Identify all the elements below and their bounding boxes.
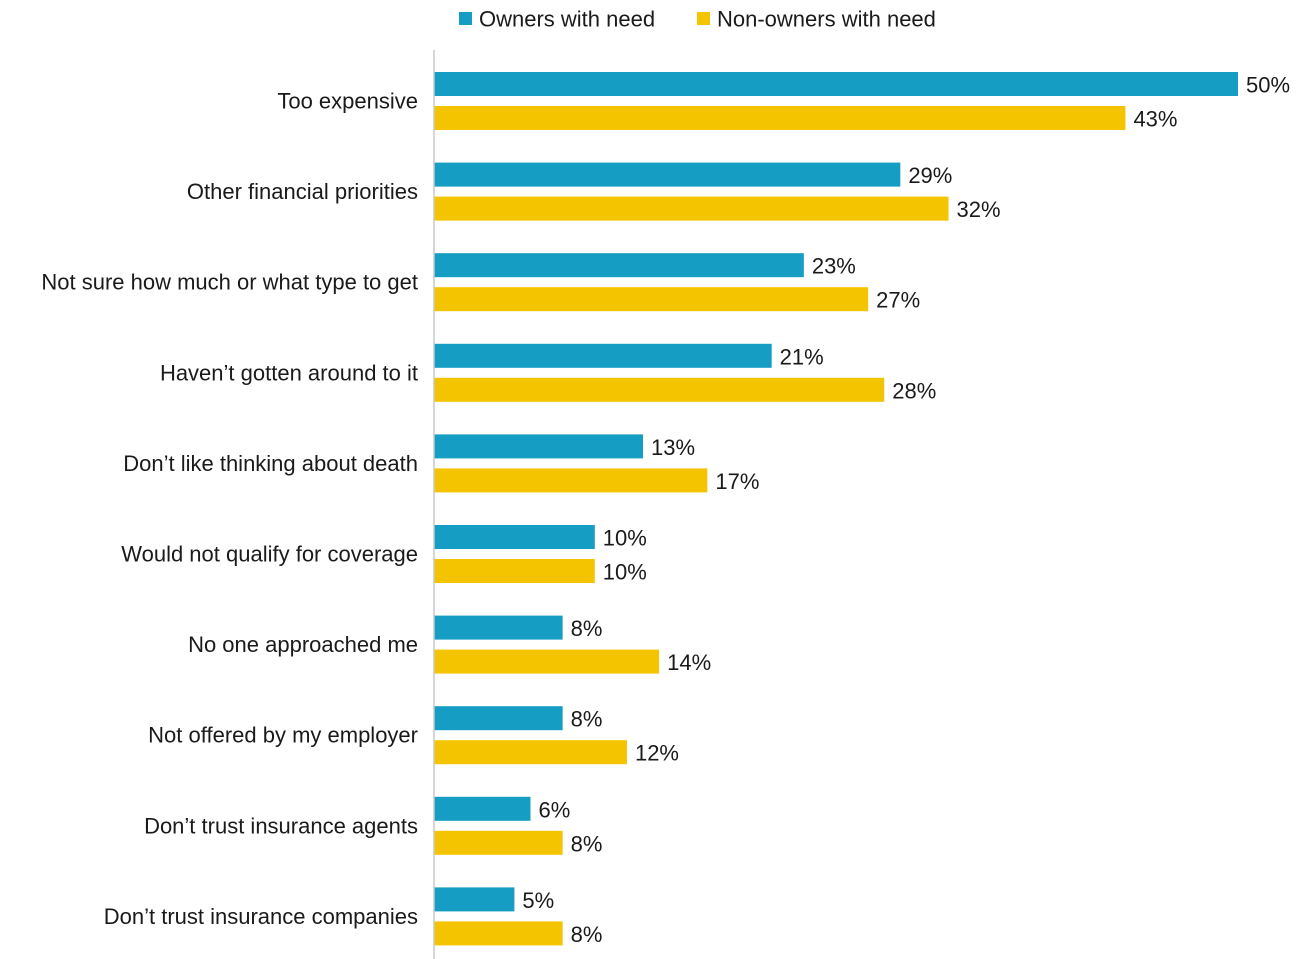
category-label: Haven’t gotten around to it	[160, 360, 418, 385]
category-label: Not sure how much or what type to get	[41, 270, 418, 295]
category-label: Too expensive	[277, 89, 418, 114]
data-label: 27%	[876, 288, 920, 313]
bar-non-owners-with-need	[434, 740, 627, 765]
bar-group-dont-like-thinking-about-death: Don’t like thinking about death 13% 17%	[123, 434, 759, 494]
data-label: 8%	[571, 831, 603, 856]
data-label: 21%	[780, 344, 824, 369]
data-label: 28%	[892, 378, 936, 403]
category-label: Other financial priorities	[187, 179, 418, 204]
bar-owners-with-need	[434, 525, 595, 549]
bar-owners-with-need	[434, 615, 563, 640]
category-label: Would not qualify for coverage	[121, 542, 418, 567]
bar-group-dont-trust-insurance-agents: Don’t trust insurance agents 6%8%	[144, 796, 603, 856]
data-label: 12%	[635, 741, 679, 766]
data-label: 13%	[651, 435, 695, 460]
bar-group-no-one-approached-me: No one approached me 8% 14%	[188, 615, 711, 675]
legend-item-owners-with-need: Owners with need	[459, 7, 655, 32]
bar-owners-with-need	[434, 434, 644, 459]
data-label: 6%	[538, 797, 570, 822]
data-label: 29%	[908, 163, 952, 188]
bar-non-owners-with-need	[434, 830, 563, 855]
data-label: 14%	[667, 650, 711, 675]
legend-item-non-owners-with-need: Non-owners with need	[697, 7, 936, 32]
data-label: 8%	[571, 707, 603, 732]
bar-owners-with-need	[434, 162, 901, 187]
bar-non-owners-with-need	[434, 196, 949, 221]
bar-owners-with-need	[434, 343, 772, 368]
bar-non-owners-with-need	[434, 287, 869, 312]
data-label: 43%	[1133, 107, 1177, 132]
legend-label: Owners with need	[479, 7, 655, 32]
bar-non-owners-with-need	[434, 468, 708, 493]
legend-swatch	[697, 12, 710, 25]
bar-group-other-financial-priorities: Other financial priorities 29%32%	[187, 162, 1001, 222]
legend-label: Non-owners with need	[717, 7, 936, 32]
bar-area: Too expensive 50% 43% Other financial prior…	[41, 72, 1290, 947]
bar-group-not-offered-by-my-employer: Not offered by my employer 8% 12%	[148, 706, 679, 766]
legend-swatch	[459, 12, 472, 25]
category-label: Don’t like thinking about death	[123, 451, 418, 476]
data-label: 8%	[571, 616, 603, 641]
data-label: 5%	[522, 888, 554, 913]
data-label: 50%	[1246, 73, 1290, 98]
data-label: 10%	[603, 526, 647, 551]
bar-group-havent-gotten-around-to-it: Haven’t gotten around to it 21% 28%	[160, 343, 936, 403]
bar-non-owners-with-need	[434, 649, 660, 674]
bar-group-dont-trust-insurance-companies: Don’t trust insurance companies 5% 8%	[104, 887, 603, 947]
bar-owners-with-need	[434, 706, 563, 731]
bar-group-too-expensive: Too expensive 50% 43%	[277, 72, 1290, 132]
category-label: Don’t trust insurance agents	[144, 813, 418, 838]
data-label: 17%	[715, 469, 759, 494]
legend: Owners with need Non-owners with need	[459, 7, 936, 32]
bar-non-owners-with-need	[434, 559, 595, 583]
bar-owners-with-need	[434, 72, 1238, 96]
bar-owners-with-need	[434, 253, 804, 278]
category-label: Don’t trust insurance companies	[104, 904, 418, 929]
category-label: No one approached me	[188, 632, 418, 657]
bar-owners-with-need	[434, 796, 531, 821]
category-label: Not offered by my employer	[148, 723, 418, 748]
bar-owners-with-need	[434, 887, 515, 912]
bar-non-owners-with-need	[434, 377, 885, 402]
data-label: 10%	[603, 560, 647, 585]
data-label: 32%	[957, 197, 1001, 222]
data-label: 23%	[812, 254, 856, 279]
bar-group-not-sure-how-much-or-what-type-to-get: Not sure how much or what type to get 23%…	[41, 253, 920, 313]
bar-non-owners-with-need	[434, 921, 563, 946]
data-label: 8%	[571, 922, 603, 947]
bar-non-owners-with-need	[434, 106, 1126, 130]
bar-group-would-not-qualify-for-coverage: Would not qualify for coverage 10% 10%	[121, 525, 647, 585]
